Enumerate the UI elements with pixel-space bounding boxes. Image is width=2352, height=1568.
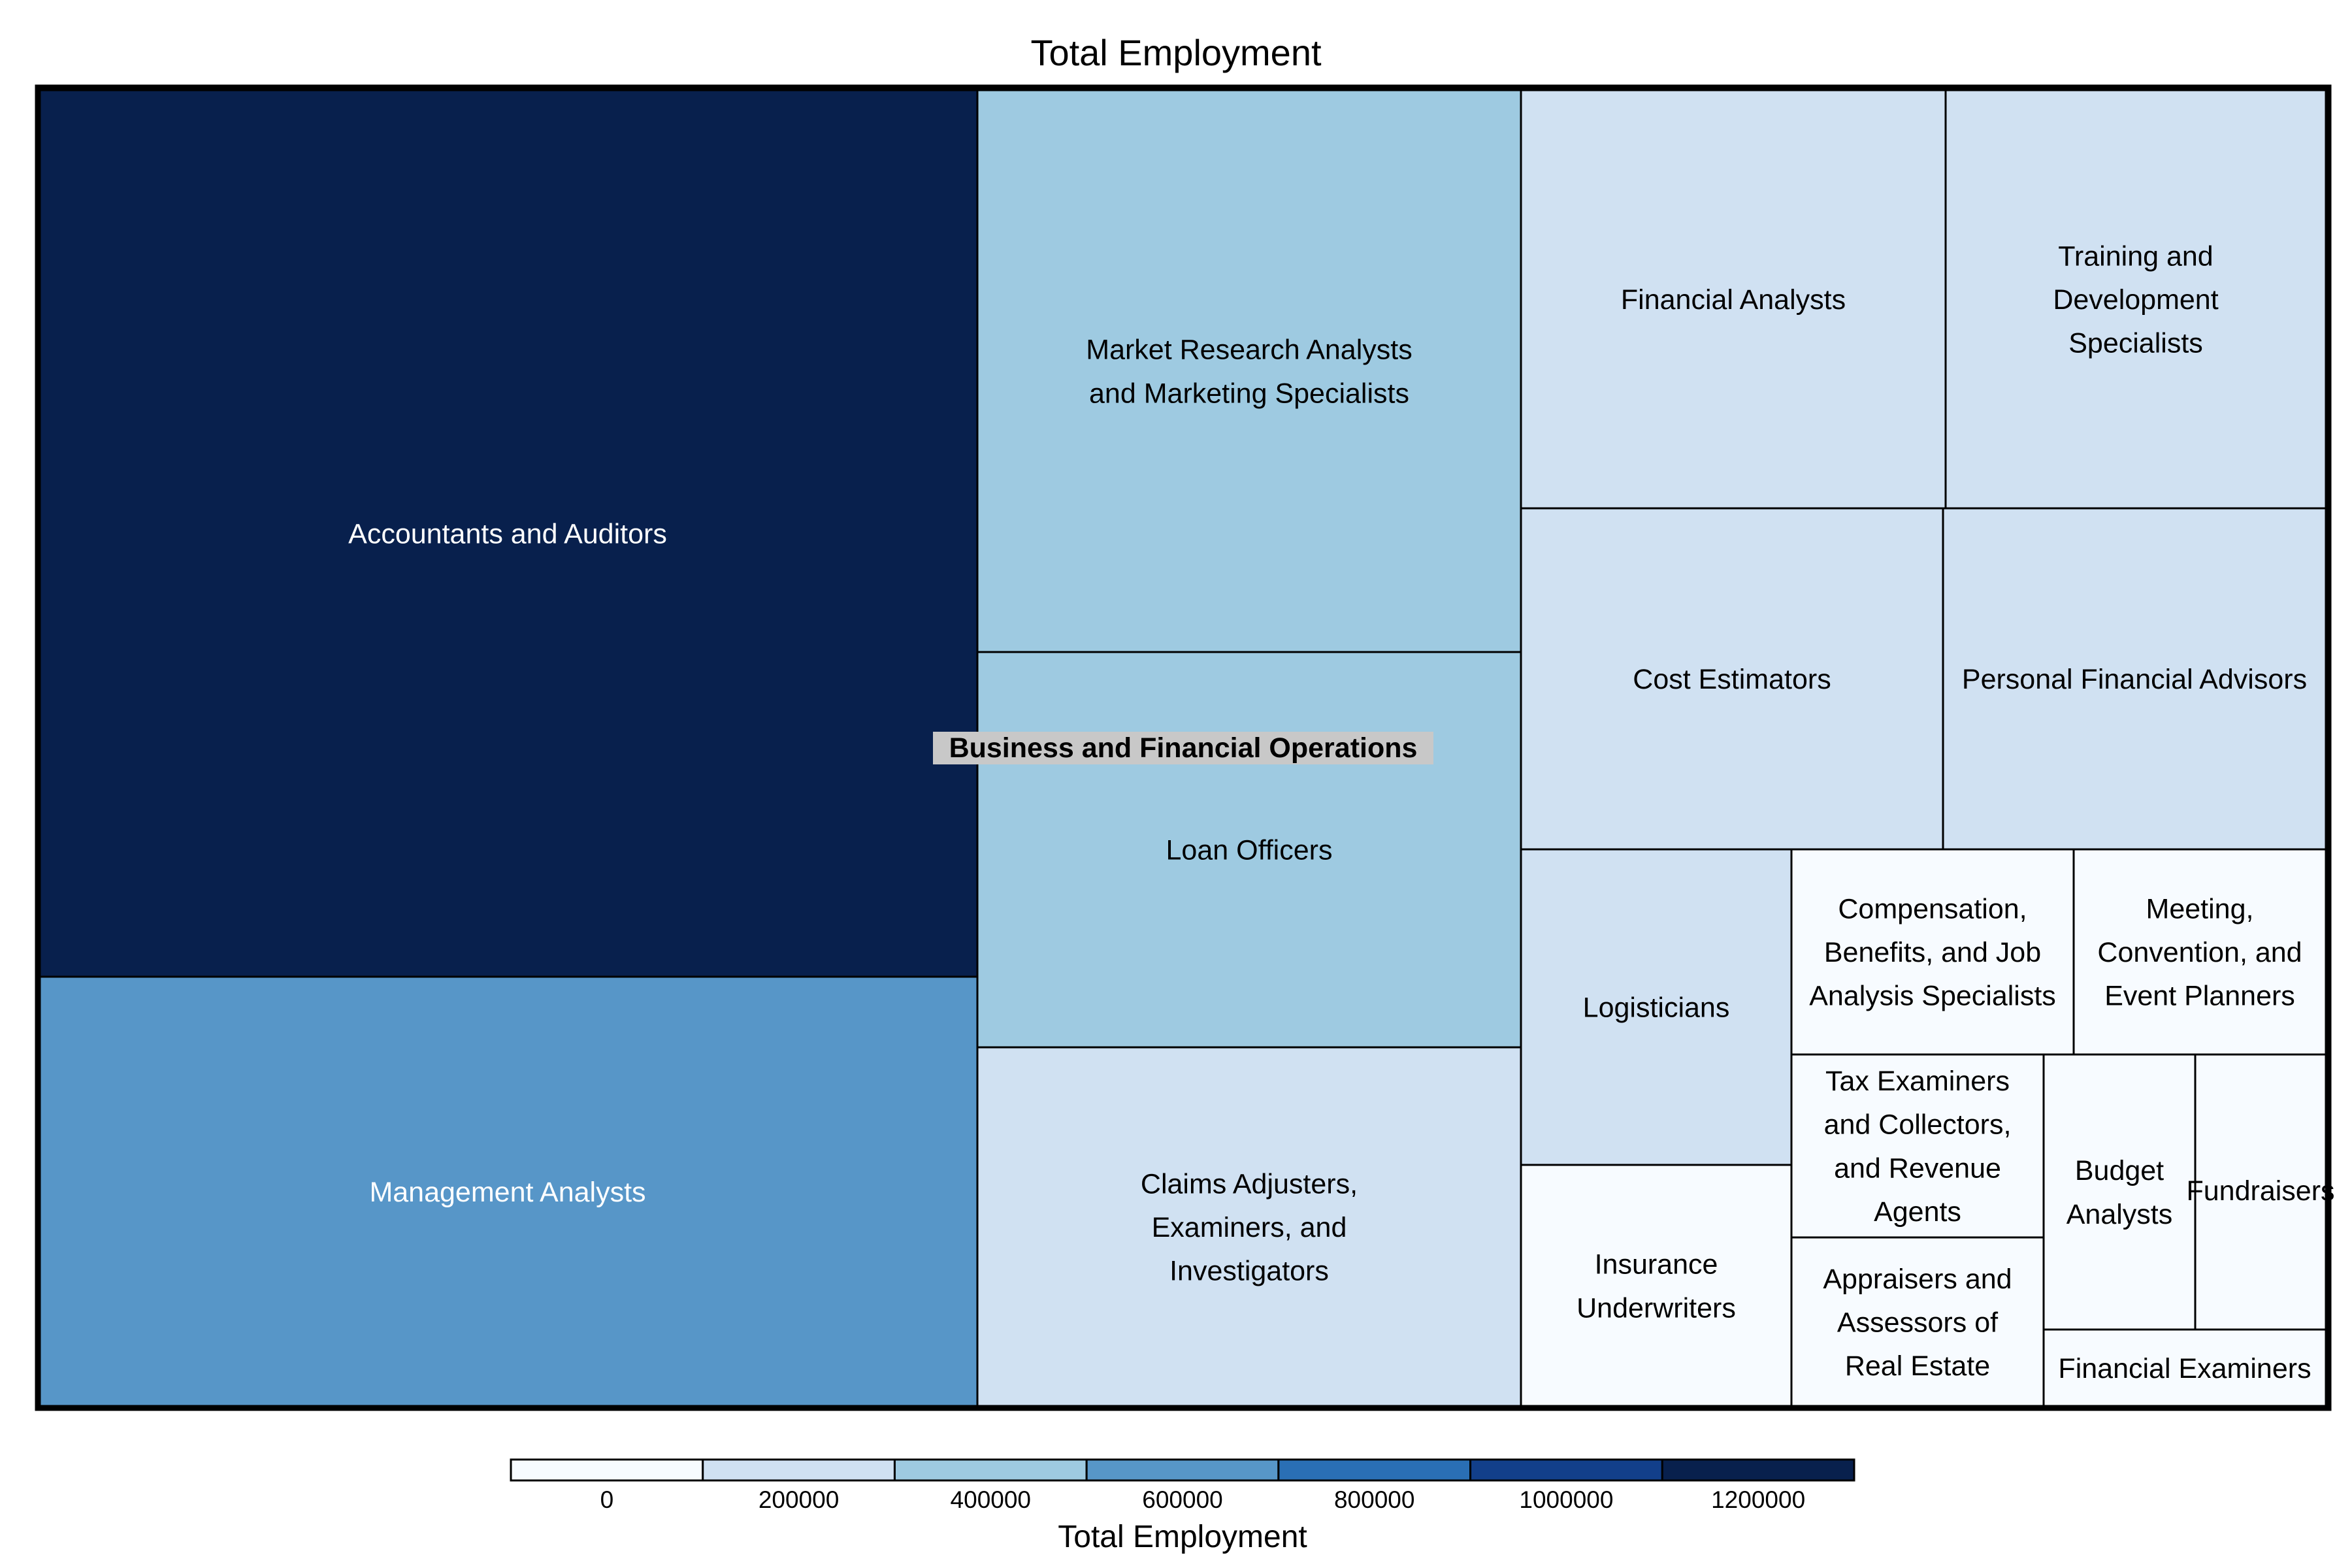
tile-rect-loan-officers[interactable] — [976, 651, 1522, 1049]
colorbar-segment — [1085, 1458, 1280, 1482]
tile-label-management-analysts: Management Analysts — [369, 1177, 645, 1208]
tile-label-market-research-analysts-and-marketing-specialists: Market Research Analysts and Marketing Sp… — [1086, 335, 1412, 410]
tile-label-meeting-convention-and-event-planners: Meeting, Convention, and Event Planners — [2097, 893, 2302, 1011]
tile-label-personal-financial-advisors: Personal Financial Advisors — [1962, 664, 2307, 695]
colorbar-tick-label: 200000 — [759, 1486, 839, 1513]
tile-meeting-convention-and-event-planners[interactable]: Meeting, Convention, and Event Planners — [2072, 848, 2327, 1056]
tile-label-accountants-and-auditors: Accountants and Auditors — [348, 519, 667, 550]
colorbar-segment — [1469, 1458, 1663, 1482]
tile-claims-adjusters-examiners-and-investigators[interactable]: Claims Adjusters, Examiners, and Investiga… — [976, 1046, 1522, 1408]
colorbar-tick-label: 1000000 — [1519, 1486, 1613, 1513]
tile-rect-financial-analysts[interactable] — [1520, 89, 1947, 510]
tile-rect-financial-examiners[interactable] — [2042, 1328, 2327, 1408]
tile-rect-insurance-underwriters[interactable] — [1520, 1164, 1793, 1408]
tile-rect-cost-estimators[interactable] — [1520, 507, 1944, 851]
tile-rect-compensation-benefits-and-job-analysis-specialists[interactable] — [1790, 848, 2075, 1056]
tile-label-claims-adjusters-examiners-and-investigators: Claims Adjusters, Examiners, and Investiga… — [1141, 1168, 1358, 1286]
tile-training-and-development-specialists[interactable]: Training and Development Specialists — [1944, 89, 2327, 510]
tile-rect-accountants-and-auditors[interactable] — [37, 89, 979, 978]
tile-market-research-analysts-and-marketing-specialists[interactable]: Market Research Analysts and Marketing Sp… — [976, 89, 1522, 653]
tile-financial-examiners[interactable]: Financial Examiners — [2042, 1328, 2327, 1408]
tile-fundraisers[interactable]: Fundraisers — [2186, 1053, 2335, 1331]
tile-financial-analysts[interactable]: Financial Analysts — [1520, 89, 1947, 510]
colorbar-title: Total Employment — [1058, 1520, 1307, 1554]
colorbar-segment — [1661, 1458, 1855, 1482]
tile-rect-fundraisers[interactable] — [2194, 1053, 2327, 1331]
tile-label-fundraisers: Fundraisers — [2186, 1175, 2334, 1207]
tile-label-training-and-development-specialists: Training and Development Specialists — [2053, 240, 2218, 359]
tile-tax-examiners-and-collectors-and-revenue-agents[interactable]: Tax Examiners and Collectors, and Revenue A… — [1790, 1053, 2045, 1239]
tile-insurance-underwriters[interactable]: Insurance Underwriters — [1520, 1164, 1793, 1408]
group-label-layer: Business and Financial Operations — [933, 732, 1433, 764]
tile-rect-personal-financial-advisors[interactable] — [1942, 507, 2327, 851]
colorbar-tick-label: 800000 — [1334, 1486, 1414, 1513]
tile-label-loan-officers: Loan Officers — [1166, 835, 1333, 866]
tile-label-compensation-benefits-and-job-analysis-specialists: Compensation, Benefits, and Job Analysis S… — [1809, 893, 2056, 1011]
tile-label-tax-examiners-and-collectors-and-revenue-agents: Tax Examiners and Collectors, and Revenue A… — [1824, 1066, 2012, 1228]
chart-title: Total Employment — [1030, 32, 1322, 73]
colorbar-tick-label: 400000 — [951, 1486, 1031, 1513]
tile-compensation-benefits-and-job-analysis-specialists[interactable]: Compensation, Benefits, and Job Analysis S… — [1790, 848, 2075, 1056]
tile-rect-market-research-analysts-and-marketing-specialists[interactable] — [976, 89, 1522, 653]
colorbar-segment — [510, 1458, 704, 1482]
tile-rect-budget-analysts[interactable] — [2042, 1053, 2197, 1331]
tile-logisticians[interactable]: Logisticians — [1520, 848, 1793, 1166]
group-label: Business and Financial Operations — [949, 732, 1418, 764]
tile-budget-analysts[interactable]: Budget Analysts — [2042, 1053, 2197, 1331]
tile-accountants-and-auditors[interactable]: Accountants and Auditors — [37, 89, 979, 978]
group-label-background — [933, 732, 1433, 764]
tile-management-analysts[interactable]: Management Analysts — [37, 975, 979, 1408]
colorbar-segment — [702, 1458, 896, 1482]
tile-rect-appraisers-and-assessors-of-real-estate[interactable] — [1790, 1236, 2045, 1408]
colorbar-segment — [893, 1458, 1088, 1482]
colorbar-tick-label: 1200000 — [1711, 1486, 1805, 1513]
treemap-border — [35, 84, 2332, 1411]
tile-personal-financial-advisors[interactable]: Personal Financial Advisors — [1942, 507, 2327, 851]
colorbar-tick-label: 600000 — [1142, 1486, 1222, 1513]
tile-label-insurance-underwriters: Insurance Underwriters — [1576, 1249, 1736, 1324]
tile-label-financial-examiners: Financial Examiners — [2058, 1353, 2311, 1384]
tile-cost-estimators[interactable]: Cost Estimators — [1520, 507, 1944, 851]
treemap-tiles: Accountants and Auditors Management Analy… — [35, 84, 2335, 1411]
tile-appraisers-and-assessors-of-real-estate[interactable]: Appraisers and Assessors of Real Estate — [1790, 1236, 2045, 1408]
tile-label-budget-analysts: Budget Analysts — [2066, 1155, 2173, 1230]
colorbar-tick-label: 0 — [600, 1486, 614, 1513]
tile-label-cost-estimators: Cost Estimators — [1633, 664, 1831, 695]
tile-label-appraisers-and-assessors-of-real-estate: Appraisers and Assessors of Real Estate — [1823, 1264, 2012, 1382]
tile-loan-officers[interactable]: Loan Officers — [976, 651, 1522, 1049]
colorbar: 0 200000 400000 600000 800000 1000000 1200000 T… — [510, 1458, 1855, 1554]
tile-label-logisticians: Logisticians — [1583, 992, 1730, 1024]
colorbar-segment — [1277, 1458, 1472, 1482]
tile-label-financial-analysts: Financial Analysts — [1621, 284, 1846, 316]
